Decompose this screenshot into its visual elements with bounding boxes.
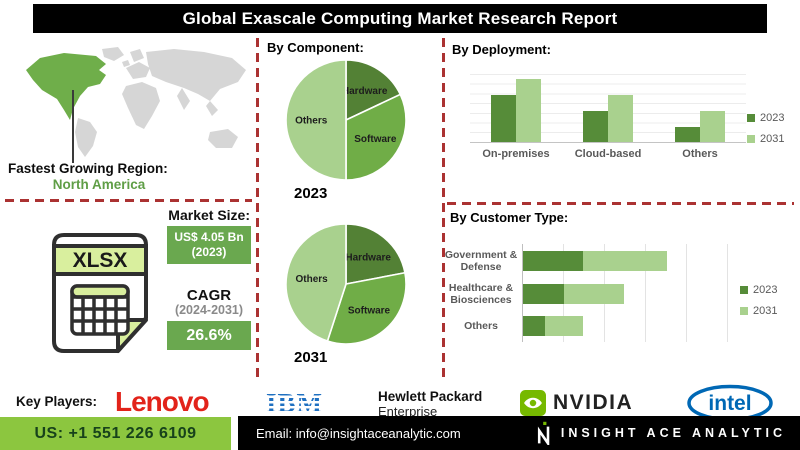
- world-map: [26, 47, 246, 157]
- market-size-value-badge: US$ 4.05 Bn (2023): [167, 226, 251, 264]
- divider: [442, 38, 445, 383]
- pie-slice-Others: [285, 59, 347, 181]
- customer-chart-rows: Government & Defense Healthcare & Bioscienc…: [440, 245, 780, 343]
- email-contact: Email: info@insightaceanalytic.com: [256, 425, 461, 441]
- legend-swatch-2031: [740, 307, 748, 315]
- insight-ace-logo-icon: [537, 421, 550, 445]
- legend-label: 2023: [760, 112, 785, 124]
- bar-Others-2023: [523, 316, 545, 337]
- pie-chart-2031: Hardware Software Others: [283, 221, 409, 347]
- ibm-logo-stripes: [266, 393, 332, 415]
- divider: [256, 38, 259, 383]
- market-size-label: Market Size:: [168, 207, 250, 223]
- divider: [447, 202, 794, 205]
- bar-Government & Defense-2031: [583, 251, 668, 272]
- legend-swatch-2023: [740, 286, 748, 294]
- market-size-year: (2023): [191, 245, 227, 259]
- section-title-by-component: By Component:: [267, 40, 364, 55]
- pie-slice-label: Software: [348, 306, 391, 317]
- bar-Cloud-based-2031: [608, 95, 633, 142]
- category-label: Others: [682, 148, 718, 160]
- section-title-by-deployment: By Deployment:: [452, 42, 551, 57]
- pie-slice-Software: [326, 271, 407, 345]
- section-title-by-customer-type: By Customer Type:: [450, 210, 569, 225]
- brand-lockup: INSIGHT ACE ANALYTIC: [536, 416, 786, 450]
- bar-On-premises-2023: [491, 95, 516, 142]
- fastest-growing-region-value: North America: [52, 177, 146, 192]
- pie-slice-label: Hardware: [342, 86, 388, 97]
- bar-Government & Defense-2023: [523, 251, 584, 272]
- bar-Healthcare & Biosciences-2031: [563, 283, 625, 304]
- legend-label: 2031: [760, 133, 785, 145]
- hpe-logo: Hewlett Packard Enterprise: [378, 389, 483, 419]
- deployment-legend: 2023 2031: [747, 112, 784, 145]
- bar-Cloud-based-2023: [583, 111, 608, 142]
- category-label: Government & Defense: [444, 249, 518, 274]
- bar-Others-2023: [675, 127, 700, 142]
- cagr-label: CAGR: [186, 287, 232, 304]
- pie-slice-Others: [285, 223, 347, 343]
- pie-year-label: 2031: [294, 349, 328, 366]
- email-bar: Email: info@insightaceanalytic.com INSIG…: [238, 416, 800, 450]
- legend-label: 2023: [753, 284, 778, 296]
- page-title: Global Exascale Computing Market Researc…: [33, 4, 767, 33]
- key-players-label: Key Players:: [16, 394, 98, 409]
- north-america-highlight: [26, 53, 106, 120]
- ibm-logo: IBM: [266, 390, 332, 417]
- pie-year-label: 2023: [294, 185, 328, 202]
- category-label: On-premises: [482, 148, 550, 160]
- cagr-value-badge: 26.6%: [167, 321, 251, 350]
- bar-Others-2031: [700, 110, 725, 142]
- nvidia-logo: NVIDIA: [520, 390, 633, 416]
- pie-slice-label: Others: [295, 116, 328, 127]
- category-label: Healthcare & Biosciences: [448, 281, 514, 306]
- intel-logo: intel: [687, 384, 773, 422]
- brand-name: INSIGHT ACE ANALYTIC: [560, 426, 786, 440]
- phone-contact: US: +1 551 226 6109: [0, 417, 231, 450]
- cagr-period: (2024-2031): [174, 303, 244, 317]
- customer-legend: 2023 2031: [740, 284, 777, 317]
- pie-chart-2023: Hardware Software Others: [283, 57, 409, 183]
- lenovo-logo: Lenovo: [115, 386, 210, 417]
- pie-slice-Software: [345, 93, 407, 181]
- divider: [5, 199, 252, 202]
- fastest-growing-region-label: Fastest Growing Region:: [8, 161, 168, 176]
- pie-slice-label: Software: [354, 134, 397, 145]
- category-label: Cloud-based: [574, 148, 642, 160]
- pie-slice-label: Hardware: [345, 253, 391, 264]
- pie-slice-label: Others: [296, 274, 329, 285]
- pie-slice-Hardware: [345, 223, 406, 285]
- pie-slice-Hardware: [345, 59, 402, 122]
- svg-text:intel: intel: [708, 392, 751, 415]
- deployment-category-labels: On-premises Cloud-based Others: [470, 148, 746, 160]
- legend-swatch-2023: [747, 114, 755, 122]
- bar-Others-2031: [544, 316, 584, 337]
- svg-text:XLSX: XLSX: [73, 249, 128, 272]
- map-pointer-line: [72, 90, 74, 163]
- bar-On-premises-2031: [516, 79, 541, 142]
- market-size-value: US$ 4.05 Bn: [174, 230, 244, 244]
- legend-label: 2031: [753, 305, 778, 317]
- deployment-chart-bars: [470, 74, 746, 142]
- category-label: Others: [464, 320, 498, 333]
- legend-swatch-2031: [747, 135, 755, 143]
- nvidia-eye-icon: [520, 390, 546, 416]
- xlsx-file-icon: XLSX: [52, 233, 148, 353]
- bar-Healthcare & Biosciences-2023: [523, 283, 564, 304]
